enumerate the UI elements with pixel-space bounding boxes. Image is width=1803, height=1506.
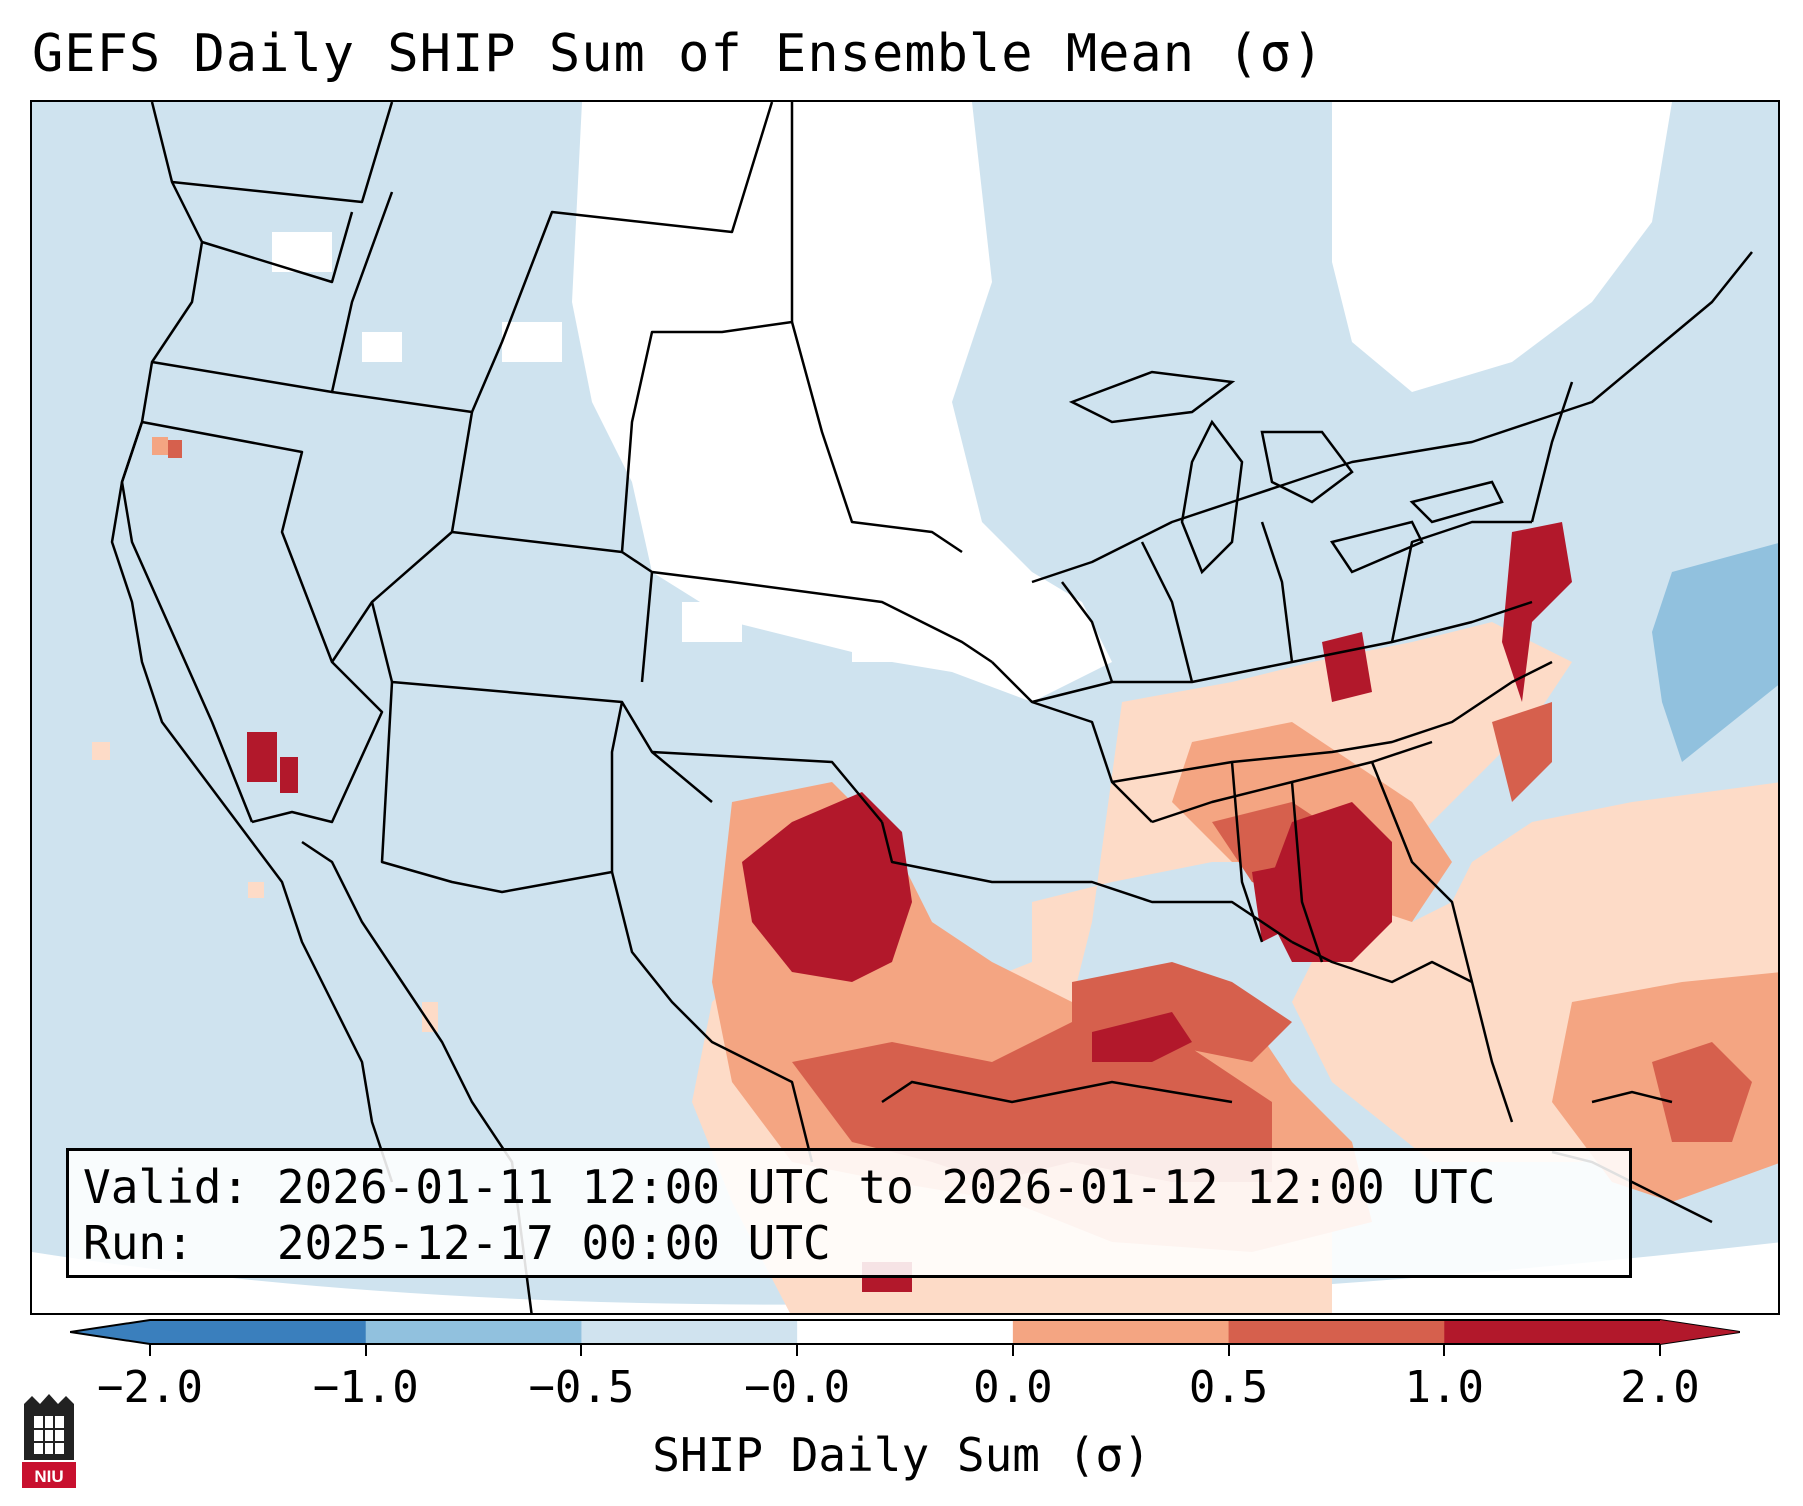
colorbar-tick-label: −1.0 — [312, 1362, 419, 1413]
run-time-text: Run: 2025-12-17 00:00 UTC — [83, 1216, 831, 1270]
colorbar-tick-label: 0.5 — [1188, 1362, 1269, 1413]
colorbar-tick-label: −0.0 — [744, 1362, 851, 1413]
colorbar-tick-label: −0.5 — [528, 1362, 635, 1413]
projection-edge — [32, 1242, 1778, 1313]
colorbar-segment — [581, 1320, 798, 1344]
colorbar-extend-left — [70, 1320, 150, 1344]
niu-logo-icon: NIU — [22, 1394, 76, 1488]
colorbar-label: SHIP Daily Sum (σ) — [652, 1428, 1151, 1482]
colorbar-tick-mark — [1011, 1344, 1014, 1356]
map-panel — [30, 100, 1780, 1315]
negative-anomaly-region — [1652, 543, 1778, 762]
colorbar-segment — [365, 1320, 582, 1344]
colorbar-extend-right — [1660, 1320, 1740, 1344]
valid-run-info-box: Valid: 2026-01-11 12:00 UTC to 2026-01-1… — [66, 1148, 1632, 1278]
colorbar-tick-mark — [1227, 1344, 1230, 1356]
colorbar-tick-mark — [580, 1344, 583, 1356]
map-canvas — [32, 102, 1778, 1313]
colorbar-segment — [1444, 1320, 1661, 1344]
near-zero-regions — [272, 102, 1672, 702]
colorbar-tick-label: 2.0 — [1620, 1362, 1700, 1413]
colorbar-tick-label: −2.0 — [97, 1362, 203, 1413]
colorbar-tick-mark — [796, 1344, 799, 1356]
colorbar-tick-mark — [1659, 1344, 1661, 1356]
colorbar-tick-mark — [364, 1344, 367, 1356]
colorbar-tick-label: 0.0 — [973, 1362, 1053, 1413]
state-boundaries — [110, 102, 1753, 1183]
colorbar — [70, 1319, 1740, 1345]
map-title: GEFS Daily SHIP Sum of Ensemble Mean (σ) — [32, 24, 1325, 84]
colorbar-tick-mark — [1443, 1344, 1446, 1356]
svg-text:NIU: NIU — [34, 1467, 63, 1486]
scattered-cells — [92, 437, 438, 1032]
valid-time-text: Valid: 2026-01-11 12:00 UTC to 2026-01-1… — [83, 1160, 1496, 1214]
colorbar-segment — [1228, 1320, 1445, 1344]
colorbar-tick-label: 1.0 — [1404, 1362, 1485, 1413]
great-lakes — [1068, 370, 1504, 575]
colorbar-segment — [150, 1320, 367, 1344]
colorbar-segment — [1012, 1320, 1230, 1344]
colorbar-segment — [797, 1320, 1014, 1344]
colorbar-tick-mark — [149, 1344, 151, 1356]
colorbar-segments — [70, 1319, 1740, 1345]
